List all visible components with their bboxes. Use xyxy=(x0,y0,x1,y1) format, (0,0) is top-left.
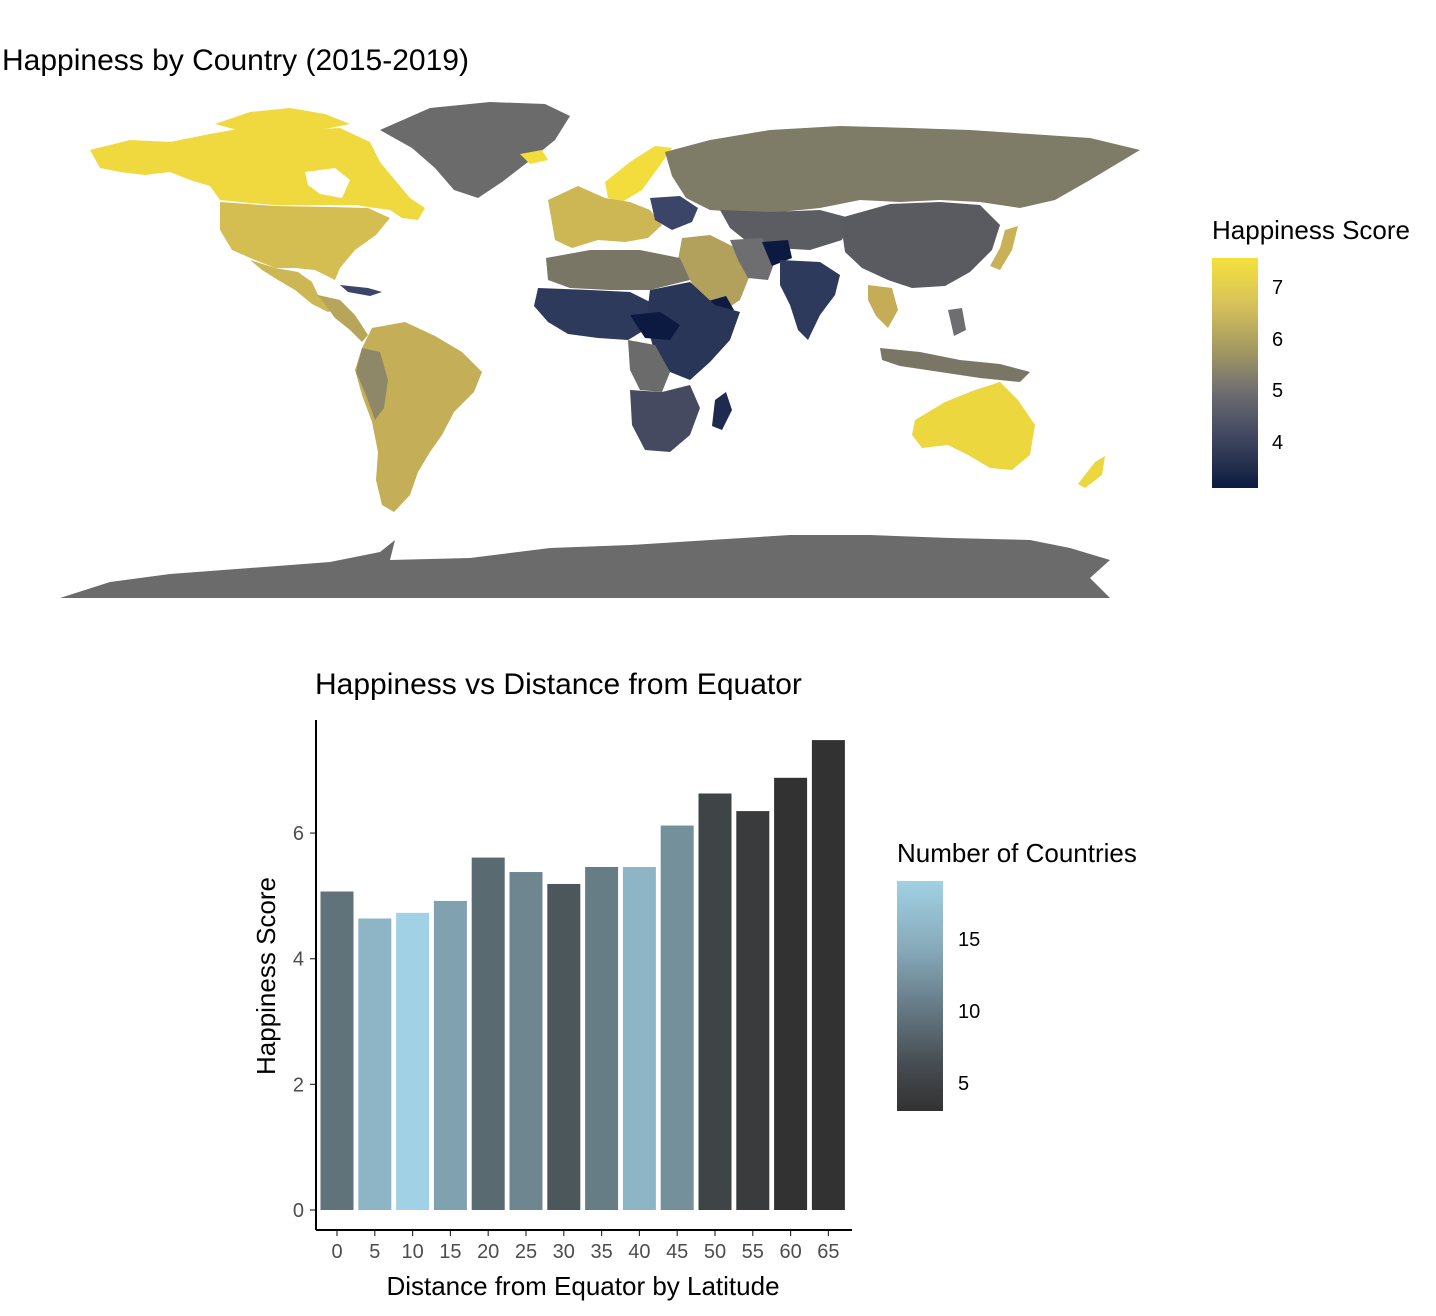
bar-legend-tick: 15 xyxy=(958,929,981,951)
y-tick-label: 6 xyxy=(293,823,304,845)
x-tick-label: 5 xyxy=(369,1241,380,1263)
bar-30 xyxy=(547,883,581,1210)
bar-legend-tick: 5 xyxy=(958,1073,970,1095)
map-region-andes xyxy=(356,348,388,420)
bar-10 xyxy=(396,912,430,1210)
x-tick-label: 25 xyxy=(515,1241,537,1263)
bar-65 xyxy=(811,740,845,1210)
map-legend-tick: 7 xyxy=(1272,277,1284,299)
bar-legend-colorbar xyxy=(897,881,943,1111)
y-tick-label: 4 xyxy=(293,949,304,971)
map-region-russia xyxy=(665,126,1140,212)
map-region-iran xyxy=(730,238,776,280)
map-legend-tick: 5 xyxy=(1272,380,1284,402)
x-tick-label: 15 xyxy=(439,1241,461,1263)
y-axis-title: Happiness Score xyxy=(251,877,281,1075)
map-region-scandinavia xyxy=(605,146,672,202)
x-tick-label: 35 xyxy=(590,1241,612,1263)
bar-legend-title: Number of Countries xyxy=(897,838,1137,868)
map-region-india xyxy=(780,260,840,340)
bar-45 xyxy=(660,825,694,1210)
world-map xyxy=(60,102,1140,598)
bar-35 xyxy=(585,867,619,1210)
map-region-japan xyxy=(990,226,1018,270)
map-region-australia xyxy=(912,382,1035,470)
map-region-southeast-asia xyxy=(868,285,898,328)
bar-0 xyxy=(320,891,354,1210)
bar-60 xyxy=(774,777,808,1210)
map-title: Happiness by Country (2015-2019) xyxy=(2,44,469,77)
bar-50 xyxy=(698,793,732,1210)
map-region-western-europe xyxy=(548,186,662,248)
x-tick-label: 65 xyxy=(817,1241,839,1263)
bar-25 xyxy=(509,872,543,1210)
x-tick-label: 50 xyxy=(704,1241,726,1263)
x-tick-label: 30 xyxy=(553,1241,575,1263)
x-axis-title: Distance from Equator by Latitude xyxy=(386,1271,779,1301)
map-region-indonesia xyxy=(880,348,1030,382)
bar-legend-tick: 10 xyxy=(958,1001,981,1023)
map-region-middle-east xyxy=(678,235,750,312)
map-region-eastern-europe xyxy=(650,196,698,230)
x-tick-label: 40 xyxy=(628,1241,650,1263)
map-region-philippines xyxy=(948,308,966,336)
map-region-east-africa xyxy=(646,282,740,380)
bar-chart-title: Happiness vs Distance from Equator xyxy=(315,668,802,701)
map-region-mexico xyxy=(250,260,340,312)
map-region-usa xyxy=(220,202,390,280)
y-tick-label: 0 xyxy=(293,1200,304,1222)
map-region-madagascar xyxy=(712,392,732,430)
map-region-greenland xyxy=(380,102,570,198)
map-region-iceland xyxy=(520,150,548,164)
x-tick-label: 45 xyxy=(666,1241,688,1263)
x-tick-label: 0 xyxy=(331,1241,342,1263)
map-legend-colorbar xyxy=(1212,258,1258,488)
map-region-caribbean xyxy=(340,285,382,296)
bar-5 xyxy=(358,918,392,1210)
map-region-central-america xyxy=(318,295,368,342)
map-region-west-africa xyxy=(534,288,650,340)
map-legend-title: Happiness Score xyxy=(1212,215,1410,245)
bar-20 xyxy=(471,857,505,1210)
map-legend-tick: 6 xyxy=(1272,329,1284,351)
axis-layer: 0 5 10 15 20 25 30 35 40 45 50 55 60 65 0 2 4 6 xyxy=(293,720,852,1263)
x-tick-label: 60 xyxy=(779,1241,801,1263)
map-region-antarctica xyxy=(60,535,1110,598)
map-region-south-america xyxy=(355,322,482,512)
map-region-southern-africa xyxy=(630,385,700,452)
x-tick-label: 10 xyxy=(401,1241,423,1263)
map-region-hudson-bay xyxy=(305,168,350,198)
x-tick-label: 55 xyxy=(742,1241,764,1263)
map-region-new-zealand xyxy=(1078,456,1105,488)
bar-40 xyxy=(622,867,656,1210)
map-legend-tick: 4 xyxy=(1272,432,1284,454)
bar-15 xyxy=(433,900,467,1210)
bar-55 xyxy=(736,811,770,1210)
map-region-north-africa xyxy=(546,250,690,290)
map-region-chad-car xyxy=(630,312,680,340)
map-region-afghanistan xyxy=(762,240,792,266)
bars-layer xyxy=(320,740,845,1210)
map-region-central-africa xyxy=(628,340,670,392)
map-region-arctic-islands xyxy=(215,108,350,132)
map-region-china xyxy=(840,202,1000,288)
x-tick-label: 20 xyxy=(477,1241,499,1263)
y-tick-label: 2 xyxy=(293,1074,304,1096)
